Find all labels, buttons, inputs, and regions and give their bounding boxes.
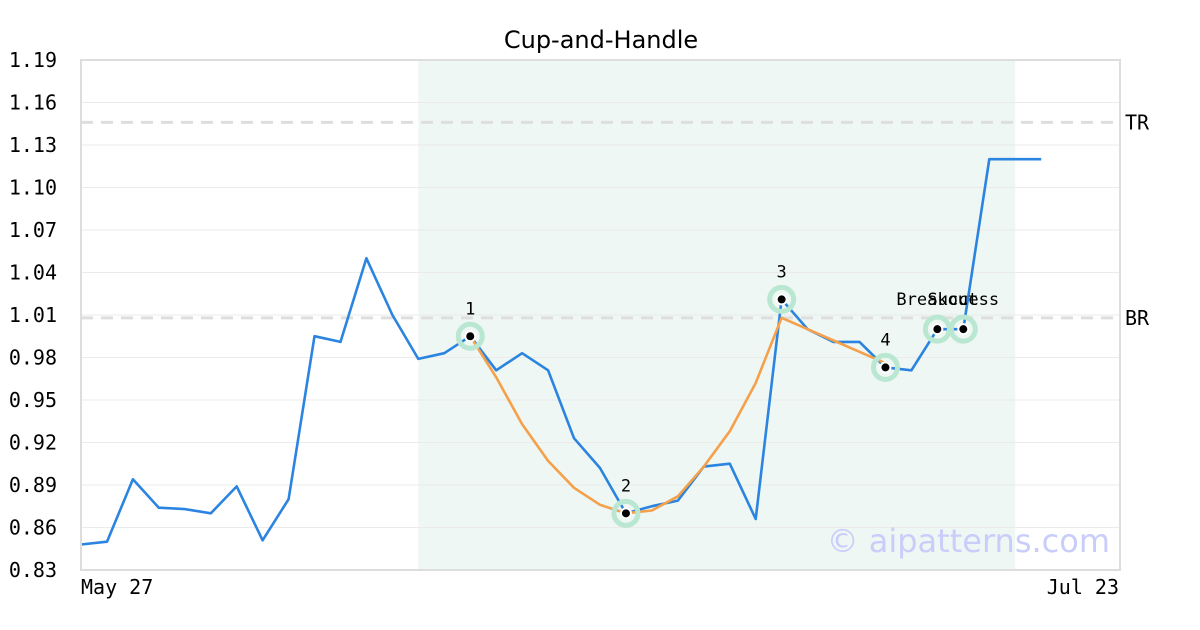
- key-point-label: Breakout: [896, 290, 978, 310]
- y-tick-label: 0.83: [9, 558, 57, 582]
- y-axis-ticks: 1.19 1.16 1.13 1.10 1.07 1.04 1.01 0.98 0.95 0.92…: [9, 48, 57, 582]
- series-line-1: [80, 157, 1042, 546]
- series-line-2: [469, 316, 886, 515]
- key-point-label: 4: [880, 330, 890, 350]
- key-point-marker: [464, 330, 477, 343]
- y-tick-label: 0.98: [9, 346, 57, 370]
- key-point-marker: [619, 507, 632, 520]
- y-tick-label: 0.95: [9, 388, 57, 412]
- y-tick-label: 1.04: [9, 261, 57, 285]
- key-point-marker: [775, 293, 788, 306]
- y-tick-label: 1.13: [9, 133, 57, 157]
- reference-lines-layer: TR BR: [81, 110, 1150, 330]
- key-point-label: Success: [927, 290, 999, 310]
- key-point-halo: [611, 498, 641, 528]
- key-point-halo: [455, 321, 485, 351]
- x-tick-label: May 27: [81, 575, 153, 599]
- y-tick-label: 1.07: [9, 218, 57, 242]
- key-point-label: 2: [621, 476, 631, 496]
- key-point-marker: [931, 323, 944, 336]
- y-tick-label: 0.89: [9, 473, 57, 497]
- key-point-halo: [870, 352, 900, 382]
- key-point-marker: [879, 361, 892, 374]
- watermark: © aipatterns.com: [827, 522, 1110, 560]
- y-tick-label: 1.16: [9, 91, 57, 115]
- y-tick-label: 1.19: [9, 48, 57, 72]
- y-tick-label: 1.10: [9, 176, 57, 200]
- x-tick-label: Jul 23: [1047, 575, 1119, 599]
- key-point-marker: [957, 323, 970, 336]
- x-axis-ticks: May 27 Jul 23: [81, 575, 1119, 599]
- reference-label-br: BR: [1125, 306, 1150, 330]
- plot-frame: [80, 59, 1121, 571]
- key-point-label: 3: [777, 262, 787, 282]
- y-tick-label: 0.86: [9, 516, 57, 540]
- key-point-label: 1: [465, 299, 475, 319]
- series-layer: [80, 157, 1042, 546]
- key-point-halo: [948, 314, 978, 344]
- chart-title: Cup-and-Handle: [504, 26, 698, 54]
- grid-layer: [81, 59, 1120, 571]
- key-point-halo: [767, 284, 797, 314]
- y-tick-label: 0.92: [9, 431, 57, 455]
- y-tick-label: 1.01: [9, 303, 57, 327]
- reference-label-tr: TR: [1125, 110, 1150, 134]
